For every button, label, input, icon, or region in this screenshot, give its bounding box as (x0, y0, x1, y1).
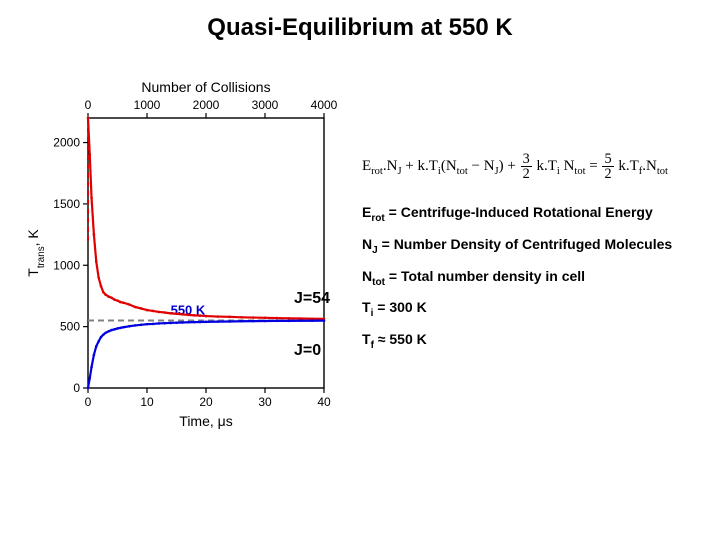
chart-container: 0 500 1000 1500 2000 Ttrans, K 0 10 20 30 40 Time, … (24, 76, 344, 436)
svg-text:2000: 2000 (53, 136, 80, 150)
svg-text:30: 30 (258, 395, 272, 409)
def-ti: Ti = 300 K (362, 299, 714, 319)
page-title: Quasi-Equilibrium at 550 K (0, 14, 720, 42)
svg-text:4000: 4000 (311, 98, 338, 112)
svg-text:40: 40 (317, 395, 331, 409)
def-tf: Tf ≈ 550 K (362, 331, 714, 351)
svg-text:0: 0 (85, 98, 92, 112)
def-erot: Erot = Centrifuge-Induced Rotational Ene… (362, 204, 714, 224)
def-nj: NJ = Number Density of Centrifuged Molec… (362, 236, 714, 256)
definitions-block: Erot = Centrifuge-Induced Rotational Ene… (362, 204, 714, 363)
def-ntot: Ntot = Total number density in cell (362, 268, 714, 288)
svg-text:0: 0 (73, 381, 80, 395)
series-label-j54: J=54 (294, 290, 330, 308)
svg-text:Number of Collisions: Number of Collisions (141, 79, 270, 95)
energy-balance-equation: Erot.NJ + k.Ti(Ntot − NJ) + 32 k.Ti Ntot… (362, 152, 714, 182)
series-label-j0: J=0 (294, 342, 321, 360)
svg-text:1000: 1000 (53, 258, 80, 272)
svg-text:500: 500 (60, 320, 80, 334)
svg-text:10: 10 (140, 395, 154, 409)
svg-text:1500: 1500 (53, 197, 80, 211)
svg-text:20: 20 (199, 395, 213, 409)
svg-text:1000: 1000 (134, 98, 161, 112)
svg-text:3000: 3000 (252, 98, 279, 112)
main-chart: 0 500 1000 1500 2000 Ttrans, K 0 10 20 30 40 Time, … (24, 76, 344, 436)
svg-text:Ttrans, K: Ttrans, K (25, 229, 47, 277)
svg-text:0: 0 (85, 395, 92, 409)
svg-text:2000: 2000 (193, 98, 220, 112)
svg-text:Time, μs: Time, μs (179, 413, 232, 429)
